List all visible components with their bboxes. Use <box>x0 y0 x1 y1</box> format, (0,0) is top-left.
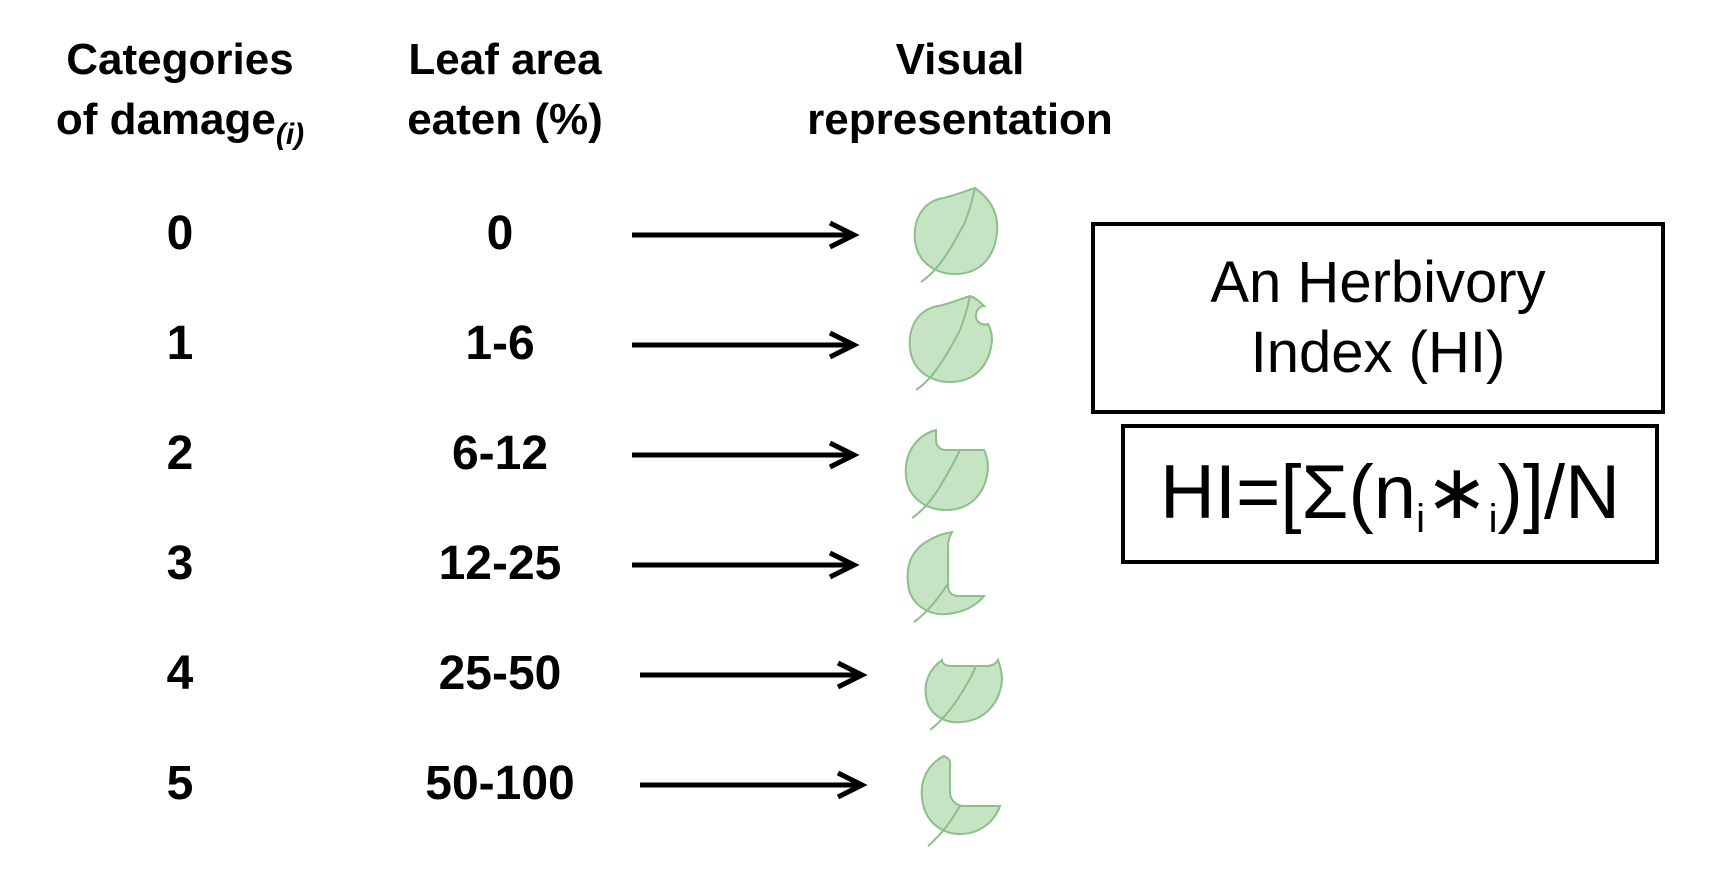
range-2: 6-12 <box>451 427 549 480</box>
range-4: 25-50 <box>438 647 562 700</box>
header-categories-line2-text: of damage <box>55 95 276 144</box>
arrow-5 <box>640 770 868 800</box>
header-categories: Categories of damage(i) <box>10 30 350 165</box>
header-leaf-area: Leaf area eaten (%) <box>380 30 630 150</box>
header-visual-line1: Visual <box>895 35 1025 84</box>
formula: HI=[Σ(ni∗i)]/N <box>1160 447 1620 542</box>
category-2: 2 <box>166 427 194 480</box>
arrow-4 <box>640 660 868 690</box>
category-1: 1 <box>166 317 194 370</box>
arrow-0 <box>632 220 860 250</box>
header-leaf-area-line2: eaten (%) <box>407 95 603 144</box>
leaf-icon-4 <box>924 657 1004 731</box>
header-categories-line2: of damage(i) <box>10 90 350 165</box>
formula-box: HI=[Σ(ni∗i)]/N <box>1121 424 1659 564</box>
range-5: 50-100 <box>425 757 575 810</box>
header-categories-sub: (i) <box>275 118 305 151</box>
category-3: 3 <box>166 537 194 590</box>
formula-sub-1: i <box>1416 496 1425 541</box>
header-visual-line2: representation <box>807 95 1113 144</box>
formula-suffix: )]/N <box>1497 449 1620 535</box>
header-visual: Visual representation <box>770 30 1150 150</box>
leaf-icon-2 <box>904 428 990 519</box>
formula-star: ∗ <box>1424 449 1489 535</box>
leaf-icon-3 <box>906 530 987 623</box>
range-0: 0 <box>486 207 514 260</box>
formula-sub-2: i <box>1488 496 1498 541</box>
herbivory-index-line1: An Herbivory <box>1210 250 1546 315</box>
header-categories-line1: Categories <box>66 35 294 84</box>
formula-prefix: HI=[Σ(n <box>1160 449 1417 535</box>
header-leaf-area-line1: Leaf area <box>408 35 602 84</box>
leaf-icon-0 <box>913 186 999 283</box>
arrow-3 <box>632 550 860 580</box>
range-1: 1-6 <box>465 317 535 370</box>
herbivory-index-box: An Herbivory Index (HI) <box>1091 222 1665 414</box>
leaf-icon-1 <box>908 294 994 391</box>
range-3: 12-25 <box>438 537 562 590</box>
arrow-2 <box>632 440 860 470</box>
category-0: 0 <box>166 207 194 260</box>
herbivory-index-line2: Index (HI) <box>1250 320 1506 385</box>
category-5: 5 <box>166 757 194 810</box>
arrow-1 <box>632 330 860 360</box>
leaf-icon-5 <box>920 754 1002 847</box>
category-4: 4 <box>166 647 194 700</box>
